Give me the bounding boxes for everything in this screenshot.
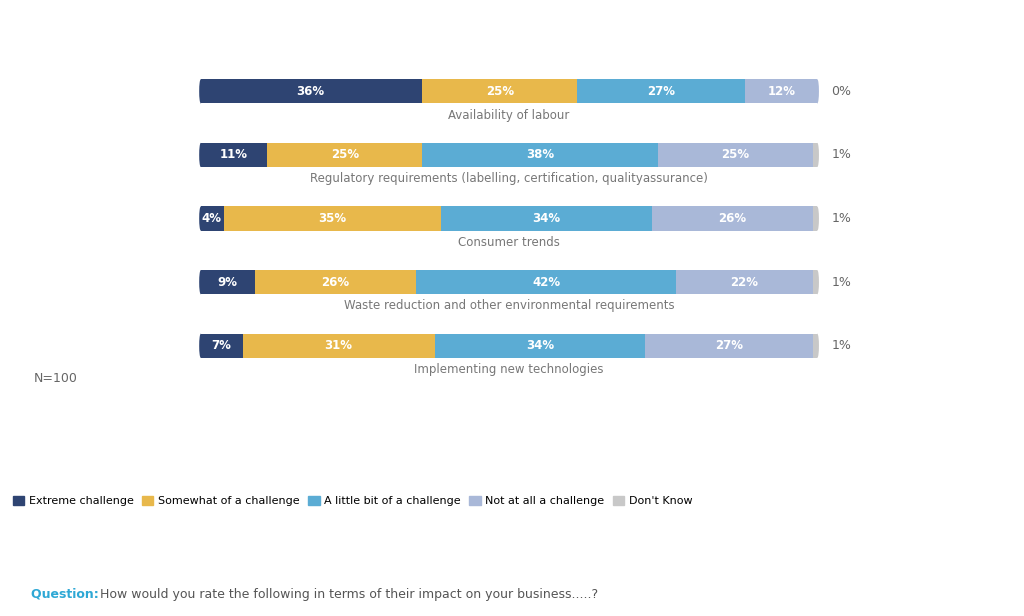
- Text: 38%: 38%: [526, 148, 554, 161]
- Text: 35%: 35%: [318, 212, 346, 225]
- Text: 34%: 34%: [526, 339, 554, 352]
- Bar: [243, 334, 434, 358]
- Text: 26%: 26%: [718, 212, 746, 225]
- Bar: [441, 206, 651, 230]
- Bar: [651, 206, 813, 230]
- Bar: [201, 143, 267, 167]
- Bar: [434, 334, 645, 358]
- Text: 4%: 4%: [202, 212, 221, 225]
- Text: 9%: 9%: [217, 276, 238, 289]
- Text: 25%: 25%: [331, 148, 358, 161]
- Bar: [813, 143, 817, 167]
- Bar: [813, 334, 817, 358]
- Circle shape: [200, 334, 203, 358]
- Text: Question:: Question:: [31, 588, 102, 601]
- Legend: Extreme challenge, Somewhat of a challenge, A little bit of a challenge, Not at : Extreme challenge, Somewhat of a challen…: [13, 496, 692, 506]
- Text: 12%: 12%: [768, 85, 796, 98]
- Circle shape: [816, 143, 819, 167]
- Text: 42%: 42%: [532, 276, 560, 289]
- Text: 27%: 27%: [647, 85, 675, 98]
- Bar: [267, 143, 422, 167]
- Bar: [645, 334, 813, 358]
- Text: 1%: 1%: [831, 276, 851, 289]
- Bar: [422, 79, 578, 103]
- Text: Availability of labour: Availability of labour: [449, 108, 569, 121]
- Text: N=100: N=100: [34, 372, 78, 385]
- Circle shape: [200, 270, 203, 294]
- Text: 7%: 7%: [211, 339, 230, 352]
- Bar: [422, 143, 657, 167]
- Bar: [224, 206, 441, 230]
- Text: How would you rate the following in terms of their impact on your business.....?: How would you rate the following in term…: [100, 588, 598, 601]
- Circle shape: [200, 206, 203, 230]
- Circle shape: [816, 79, 819, 103]
- Circle shape: [816, 334, 819, 358]
- Bar: [657, 143, 813, 167]
- Bar: [744, 79, 817, 103]
- Bar: [201, 334, 243, 358]
- Text: 22%: 22%: [730, 276, 759, 289]
- Bar: [813, 270, 817, 294]
- Bar: [255, 270, 416, 294]
- Text: 34%: 34%: [532, 212, 560, 225]
- Bar: [201, 206, 224, 230]
- Circle shape: [200, 143, 203, 167]
- Text: 1%: 1%: [831, 212, 851, 225]
- Text: 0%: 0%: [831, 85, 851, 98]
- Text: 27%: 27%: [715, 339, 743, 352]
- Text: Implementing new technologies: Implementing new technologies: [415, 363, 604, 376]
- Text: 26%: 26%: [322, 276, 349, 289]
- Text: 25%: 25%: [721, 148, 750, 161]
- Bar: [416, 270, 677, 294]
- Bar: [201, 270, 255, 294]
- Text: 36%: 36%: [297, 85, 325, 98]
- Bar: [813, 206, 817, 230]
- Text: Consumer trends: Consumer trends: [458, 236, 560, 249]
- Text: 11%: 11%: [219, 148, 247, 161]
- Circle shape: [816, 270, 819, 294]
- Text: 1%: 1%: [831, 148, 851, 161]
- Text: 1%: 1%: [831, 339, 851, 352]
- Text: 31%: 31%: [325, 339, 352, 352]
- Circle shape: [816, 206, 819, 230]
- Text: Regulatory requirements (labelling, certification, qualityassurance): Regulatory requirements (labelling, cert…: [310, 172, 708, 185]
- Bar: [677, 270, 813, 294]
- Text: 25%: 25%: [485, 85, 514, 98]
- Text: Waste reduction and other environmental requirements: Waste reduction and other environmental …: [344, 299, 675, 312]
- Circle shape: [200, 79, 203, 103]
- Bar: [201, 79, 422, 103]
- Bar: [578, 79, 744, 103]
